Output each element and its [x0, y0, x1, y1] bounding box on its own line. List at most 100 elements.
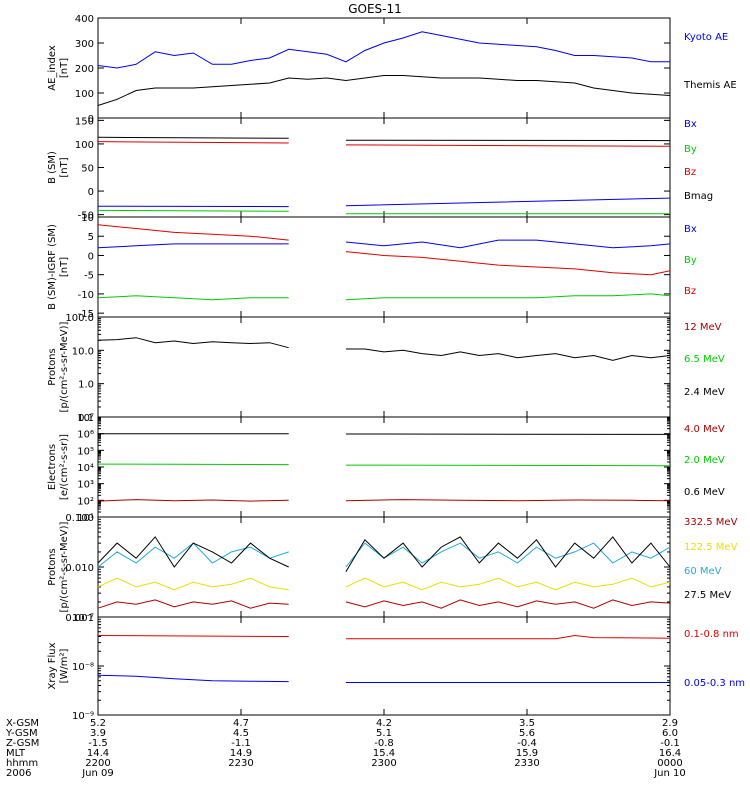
ephemeris-value: -1.1	[231, 738, 251, 749]
legend-label-e-1: 2.0 MeV	[684, 455, 725, 466]
ephemeris-value: 14.9	[230, 748, 252, 759]
legend-label-p1-0: 12 MeV	[684, 322, 722, 333]
ephemeris-row-label: 2006	[6, 768, 31, 779]
panel-frame-e	[97, 416, 671, 518]
y-tick-label-xray: 10⁻⁷	[72, 613, 94, 624]
ephemeris-value: 3.5	[519, 718, 535, 729]
y-tick-label-e: 10³	[77, 480, 94, 491]
y-tick-label-ae: 0	[88, 114, 94, 125]
ephemeris-value: 2300	[371, 758, 396, 769]
ephemeris-value: 16.4	[659, 748, 681, 759]
ephemeris-value: 4.5	[233, 728, 249, 739]
series-line-bsm-1	[97, 209, 670, 215]
y-axis-unit-bsm: [nT]	[59, 157, 70, 177]
series-line-ae-1	[97, 75, 671, 106]
y-axis-unit-xray: [W/m²]	[59, 648, 70, 683]
ephemeris-row-label: MLT	[6, 748, 26, 759]
legend-label-bigrf-2: Bz	[684, 286, 696, 297]
y-tick-label-bigrf: -5	[84, 271, 94, 282]
ephemeris-value: 2200	[85, 758, 110, 769]
series-line-bsm-0	[97, 197, 671, 208]
legend-label-bsm-1: By	[684, 144, 697, 155]
series-line-p2-1	[97, 577, 671, 591]
y-tick-label-ae: 400	[75, 14, 94, 25]
panel-frame-bsm	[97, 117, 671, 218]
y-tick-label-bsm: 150	[75, 116, 94, 127]
legend-label-p1-1: 6.5 MeV	[684, 354, 725, 365]
ephemeris-value: Jun 09	[81, 768, 114, 779]
ephemeris-value: 6.0	[662, 728, 678, 739]
legend-label-ae-1: Themis AE	[683, 80, 737, 91]
ephemeris-value: 2230	[228, 758, 253, 769]
ephemeris-value: 2330	[514, 758, 539, 769]
legend-label-bigrf-1: By	[684, 255, 697, 266]
legend-label-ae-0: Kyoto AE	[684, 32, 728, 43]
ephemeris-value: 14.4	[87, 748, 109, 759]
legend-label-bsm-2: Bz	[684, 167, 696, 178]
legend-label-e-0: 4.0 MeV	[684, 424, 725, 435]
series-line-bsm-2	[97, 141, 671, 147]
ephemeris-value: 5.6	[519, 728, 535, 739]
legend-label-p2-0: 332.5 MeV	[684, 517, 738, 528]
panel-frame-ae	[97, 17, 671, 119]
y-axis-unit-p1: [p/(cm²-s-sr-MeV)]	[59, 321, 70, 412]
y-tick-label-ae: 100	[75, 89, 94, 100]
series-line-p2-3	[97, 536, 671, 573]
legend-label-p2-3: 27.5 MeV	[684, 590, 731, 601]
y-axis-unit-bigrf: [nT]	[59, 257, 70, 277]
y-tick-label-p1: 10.0	[72, 346, 94, 357]
ephemeris-value: -0.4	[517, 738, 537, 749]
y-tick-label-xray: 10⁻⁸	[72, 662, 94, 673]
series-line-e-0	[97, 499, 671, 502]
y-axis-unit-p2: [p/(cm²-s-sr-MeV)]	[59, 521, 70, 612]
legend-label-xray-1: 0.05-0.3 nm	[684, 678, 745, 689]
y-tick-label-bigrf: 0	[88, 251, 94, 262]
ephemeris-value: 3.9	[90, 728, 106, 739]
y-tick-label-bigrf: 10	[81, 213, 94, 224]
legend-label-p2-1: 122.5 MeV	[684, 542, 738, 553]
ephemeris-value: 15.9	[516, 748, 538, 759]
y-axis-label-bsm: B (SM)	[47, 151, 58, 184]
series-line-e-2	[98, 433, 671, 435]
y-tick-label-e: 10²	[77, 496, 94, 507]
legend-label-p1-2: 2.4 MeV	[684, 387, 725, 398]
ephemeris-value: 15.4	[373, 748, 395, 759]
y-tick-label-bigrf: -10	[78, 290, 94, 301]
y-axis-label-ae: AE_index	[47, 45, 58, 91]
series-line-ae-0	[97, 31, 670, 69]
series-line-bsm-3	[97, 136, 671, 142]
y-axis-label-xray: Xray Flux	[47, 642, 58, 689]
series-line-p2-0	[97, 599, 671, 609]
legend-label-xray-0: 0.1-0.8 nm	[684, 629, 739, 640]
ephemeris-value: 0000	[657, 758, 682, 769]
panel-frame-xray	[97, 616, 671, 716]
y-tick-label-p2: 0.001	[65, 613, 94, 624]
y-axis-label-p2: Protons	[47, 548, 58, 585]
series-line-bigrf-1	[97, 293, 671, 301]
y-tick-label-xray: 10⁻⁹	[72, 711, 94, 722]
series-line-xray-1	[97, 674, 670, 683]
ephemeris-value: 4.2	[376, 718, 392, 729]
panel-frame-p1	[97, 316, 671, 418]
ephemeris-value: Jun 10	[653, 768, 686, 779]
legend-label-bsm-0: Bx	[684, 119, 697, 130]
y-tick-label-ae: 200	[75, 64, 94, 75]
legend-label-bigrf-0: Bx	[684, 224, 697, 235]
ephemeris-value: 5.1	[376, 728, 392, 739]
y-tick-label-p1: 1.0	[78, 380, 94, 391]
ephemeris-row-label: X-GSM	[6, 718, 39, 729]
y-tick-label-e: 10⁵	[77, 446, 94, 457]
series-line-e-1	[97, 463, 671, 467]
y-tick-label-p2: 0.100	[65, 513, 94, 524]
y-tick-label-bsm: 0	[88, 187, 94, 198]
chart-title: GOES-11	[348, 2, 402, 16]
y-axis-label-p1: Protons	[47, 348, 58, 385]
y-tick-label-e: 10⁴	[77, 463, 94, 474]
ephemeris-value: 2.9	[662, 718, 678, 729]
y-tick-label-ae: 300	[75, 39, 94, 50]
y-axis-unit-ae: [nT]	[59, 58, 70, 78]
panel-frame-p2	[97, 516, 671, 618]
y-tick-label-p2: 0.010	[65, 563, 94, 574]
ephemeris-value: -0.8	[374, 738, 394, 749]
